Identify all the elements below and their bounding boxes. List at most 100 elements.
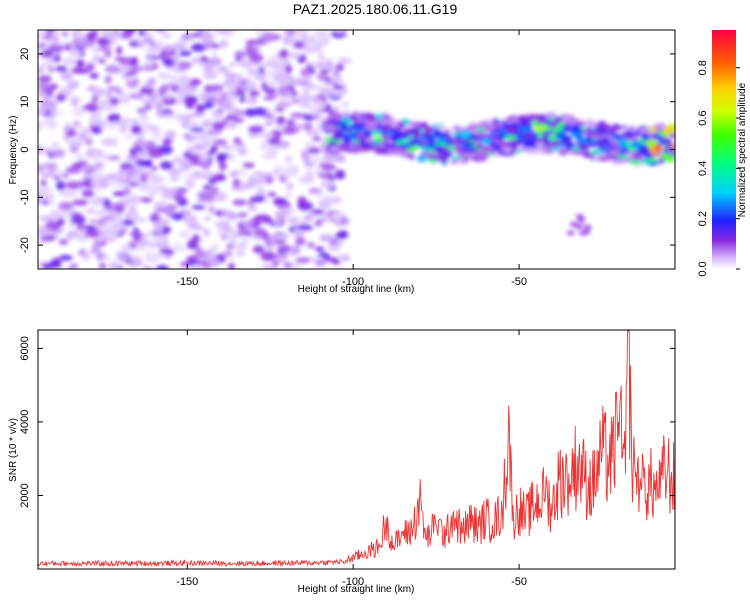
heatmap-cell [197, 131, 206, 141]
heatmap-cell [53, 170, 65, 176]
heatmap-cell [273, 197, 287, 206]
heatmap-cell [536, 119, 547, 125]
heatmap-cell [56, 180, 66, 191]
heatmap-cell [90, 198, 105, 206]
heatmap-cell [267, 192, 277, 197]
heatmap-cell [584, 136, 593, 143]
heatmap-cell [286, 51, 302, 60]
heatmap-cell [128, 65, 144, 71]
heatmap-cell [637, 139, 644, 144]
heatmap-cell [100, 215, 115, 223]
heatmap-cell [173, 67, 188, 73]
heatmap-cell [81, 251, 91, 261]
spectrogram-y-axis: -20 -10 0 10 20 [19, 48, 675, 253]
heatmap-cell [275, 209, 289, 219]
heatmap-cell [652, 134, 664, 140]
heatmap-cell [337, 142, 350, 148]
snr-frame [37, 329, 676, 570]
heatmap-cell [201, 161, 211, 171]
x-tick-label: -150 [176, 576, 198, 588]
heatmap-cell [75, 235, 90, 242]
heatmap-cell [77, 39, 93, 48]
heatmap-cell [314, 43, 322, 53]
heatmap-cell [114, 251, 122, 256]
heatmap-cell [300, 35, 308, 41]
heatmap-cell [364, 137, 375, 143]
heatmap-cell [212, 44, 221, 49]
heatmap-cell [452, 125, 460, 130]
heatmap-cell [183, 87, 198, 94]
heatmap-cell [179, 76, 192, 86]
heatmap-cell [95, 89, 107, 95]
heatmap-cell [493, 139, 502, 144]
heatmap-cell [90, 126, 103, 134]
heatmap-cell [475, 153, 488, 160]
heatmap-cell [196, 153, 210, 162]
heatmap-cell [42, 194, 56, 200]
heatmap-cell [45, 114, 54, 122]
heatmap-cell [307, 242, 315, 249]
heatmap-cell [86, 32, 96, 43]
heatmap-cell [234, 50, 247, 58]
heatmap-cell [145, 46, 159, 55]
heatmap-cell [504, 135, 518, 140]
heatmap-cell [398, 143, 411, 149]
heatmap-cell [325, 77, 332, 82]
heatmap-cell [49, 209, 63, 218]
heatmap-cell [315, 40, 330, 46]
heatmap-cell [38, 66, 45, 74]
heatmap-cell [125, 134, 135, 139]
heatmap-cell [38, 185, 53, 195]
heatmap-cell [81, 105, 92, 110]
heatmap-cell [187, 239, 199, 247]
heatmap-cell [530, 148, 538, 154]
heatmap-cell [542, 135, 549, 140]
heatmap-cell [492, 145, 501, 150]
heatmap-cell [208, 205, 216, 213]
heatmap-cell [292, 230, 304, 238]
heatmap-cell [293, 40, 306, 49]
heatmap-cell [72, 199, 81, 206]
heatmap-cell [501, 147, 512, 152]
heatmap-cell [459, 131, 471, 139]
heatmap-cell [100, 153, 111, 159]
heatmap-cell [39, 62, 52, 67]
heatmap-cell [115, 218, 124, 227]
heatmap-cell [558, 148, 569, 156]
heatmap-cell [228, 62, 238, 67]
spectrogram-y-label: Frequency (Hz) [8, 116, 19, 185]
heatmap-cell [105, 173, 120, 181]
heatmap-cell [644, 139, 658, 147]
heatmap-cell [616, 155, 628, 159]
heatmap-cell [226, 96, 236, 103]
heatmap-cell [248, 175, 256, 185]
heatmap-cell [372, 137, 385, 142]
heatmap-cell [630, 141, 640, 146]
heatmap-cell [43, 148, 53, 155]
heatmap-cell [138, 160, 152, 167]
heatmap-cell [190, 264, 206, 269]
heatmap-cell [99, 263, 107, 269]
heatmap-cell [575, 137, 586, 144]
colorbar-ticks: 0.0 0.2 0.4 0.6 0.8 [697, 60, 740, 277]
heatmap-cell [70, 212, 81, 218]
heatmap-cell [357, 131, 365, 139]
heatmap-cell [160, 235, 169, 242]
heatmap-cell [52, 149, 66, 158]
heatmap-cell [236, 213, 247, 218]
heatmap-cell [619, 137, 628, 144]
heatmap-cell [437, 154, 448, 162]
heatmap-cell [237, 148, 248, 156]
heatmap-cell [154, 39, 163, 48]
heatmap-cell [39, 172, 54, 179]
heatmap-cell [276, 116, 286, 125]
heatmap-cell [128, 204, 137, 213]
heatmap-cell [89, 73, 99, 79]
heatmap-cell [466, 125, 477, 131]
heatmap-cell [183, 215, 198, 225]
heatmap-cell [195, 247, 204, 257]
heatmap-cell [608, 149, 621, 156]
heatmap-cell [98, 223, 110, 233]
heatmap-cell [38, 32, 46, 41]
heatmap-cell [103, 198, 111, 209]
